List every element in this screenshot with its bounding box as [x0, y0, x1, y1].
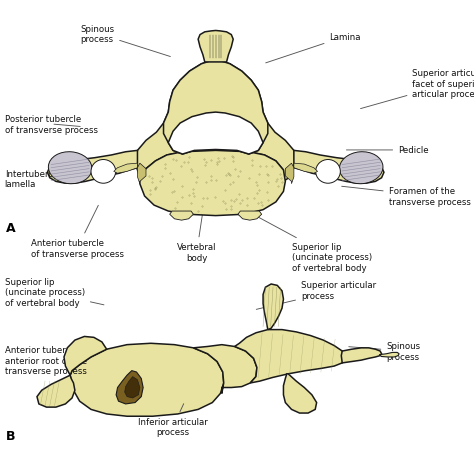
Text: Superior lip
(uncinate process)
of vertebral body: Superior lip (uncinate process) of verte…	[254, 215, 372, 272]
PathPatch shape	[37, 375, 75, 407]
PathPatch shape	[116, 371, 143, 404]
PathPatch shape	[168, 113, 263, 155]
PathPatch shape	[164, 60, 268, 155]
Text: A: A	[6, 222, 15, 235]
PathPatch shape	[198, 31, 233, 63]
PathPatch shape	[47, 151, 137, 184]
PathPatch shape	[341, 348, 382, 363]
PathPatch shape	[193, 345, 257, 394]
Text: Vertebral
body: Vertebral body	[177, 208, 217, 262]
Text: Pedicle: Pedicle	[346, 146, 429, 155]
PathPatch shape	[379, 353, 399, 357]
Circle shape	[316, 160, 340, 184]
Circle shape	[91, 160, 116, 184]
PathPatch shape	[64, 337, 107, 375]
PathPatch shape	[263, 284, 283, 330]
PathPatch shape	[70, 344, 224, 416]
Text: B: B	[6, 429, 15, 442]
PathPatch shape	[235, 330, 345, 383]
Text: Lamina: Lamina	[266, 33, 361, 64]
PathPatch shape	[140, 151, 285, 216]
Text: Posterior tubercle
of transverse process: Posterior tubercle of transverse process	[5, 115, 98, 134]
PathPatch shape	[294, 151, 384, 184]
PathPatch shape	[294, 164, 318, 174]
Text: Anterior tubercle of
anterior root of the
transverse process: Anterior tubercle of anterior root of th…	[5, 345, 97, 375]
Text: Inferior articular
process: Inferior articular process	[138, 404, 208, 436]
PathPatch shape	[125, 377, 140, 398]
Ellipse shape	[339, 152, 383, 184]
PathPatch shape	[114, 164, 137, 174]
Text: Superior lip
(uncinate process)
of vertebral body: Superior lip (uncinate process) of verte…	[5, 277, 104, 307]
Text: Intertubercular
lamella: Intertubercular lamella	[5, 170, 85, 189]
PathPatch shape	[283, 374, 317, 413]
Text: Foramen of the
transverse process: Foramen of the transverse process	[342, 187, 471, 206]
PathPatch shape	[170, 212, 193, 221]
PathPatch shape	[238, 212, 262, 221]
PathPatch shape	[137, 164, 146, 184]
PathPatch shape	[285, 164, 294, 184]
Text: Anterior tubercle
of transverse process: Anterior tubercle of transverse process	[31, 206, 124, 258]
PathPatch shape	[135, 60, 295, 182]
Text: Spinous
process: Spinous process	[80, 25, 170, 57]
Text: Superior articular
facet of superior
articular process: Superior articular facet of superior art…	[361, 69, 474, 109]
Text: Spinous
process: Spinous process	[349, 342, 420, 361]
Ellipse shape	[48, 152, 92, 184]
Text: Superior articular
process: Superior articular process	[256, 281, 376, 310]
